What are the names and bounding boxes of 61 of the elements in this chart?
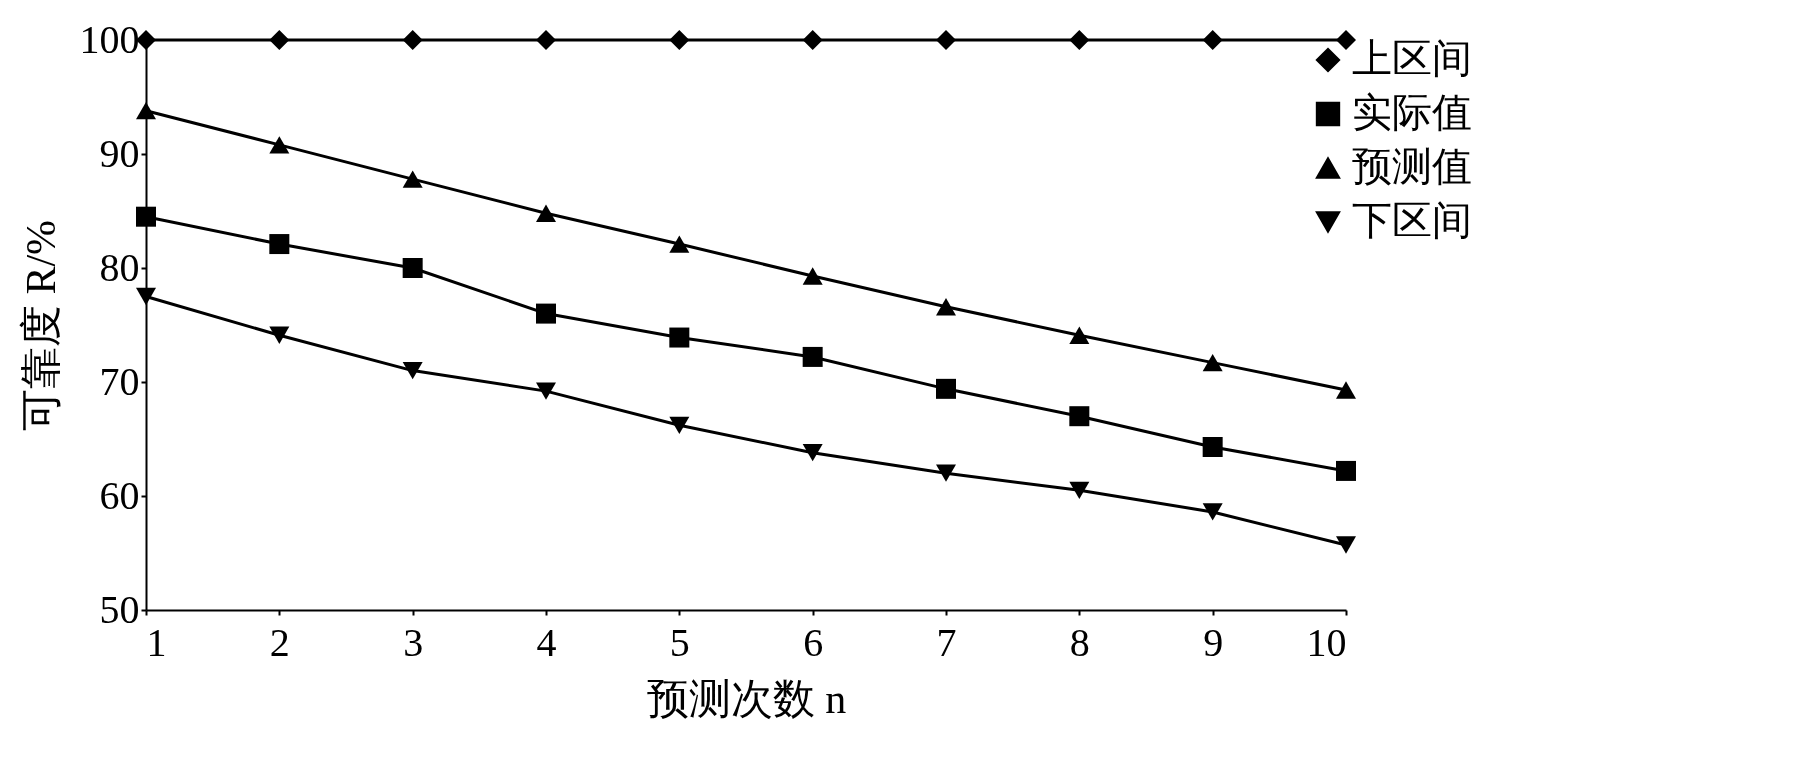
y-tick-label: 100 <box>79 16 140 62</box>
point <box>536 382 556 400</box>
point <box>1069 326 1090 344</box>
point <box>1202 30 1223 50</box>
y-axis-title: 可靠度 R/% <box>17 219 64 432</box>
x-tick-label: 3 <box>403 619 424 665</box>
x-tick-label: 7 <box>936 619 957 665</box>
point <box>802 346 823 367</box>
point <box>936 464 956 482</box>
point <box>936 378 956 399</box>
legend-label: 上区间 <box>1352 36 1472 81</box>
point <box>669 327 690 348</box>
x-tick-label: 1 <box>146 619 167 665</box>
point <box>1069 406 1090 427</box>
point <box>269 136 290 154</box>
y-tick-label: 70 <box>99 358 140 404</box>
point <box>669 235 690 253</box>
point <box>536 204 556 222</box>
x-tick-label: 10 <box>1306 619 1347 665</box>
point <box>402 258 423 278</box>
point <box>802 444 823 462</box>
legend-label: 实际值 <box>1352 90 1472 135</box>
point <box>1202 436 1223 457</box>
point <box>936 30 956 50</box>
legend-label: 预测值 <box>1352 144 1472 189</box>
x-tick-label: 5 <box>669 619 690 665</box>
point <box>269 234 290 255</box>
x-tick-label: 9 <box>1203 619 1224 665</box>
point <box>1202 503 1223 521</box>
x-tick-label: 2 <box>269 619 290 665</box>
point <box>136 287 156 306</box>
point <box>936 298 956 316</box>
point <box>269 326 290 344</box>
point <box>1336 381 1356 399</box>
y-tick-label: 50 <box>99 586 140 632</box>
x-axis-title: 预测次数 n <box>646 675 847 722</box>
x-tick-label: 6 <box>803 619 824 665</box>
point <box>136 102 156 120</box>
point <box>1069 481 1090 499</box>
point <box>802 30 823 50</box>
point <box>1336 536 1356 554</box>
point <box>536 30 556 50</box>
y-tick-label: 60 <box>99 472 140 518</box>
y-tick-label: 90 <box>99 130 140 176</box>
point <box>1336 460 1356 481</box>
x-tick-label: 8 <box>1069 619 1090 665</box>
point <box>536 303 556 324</box>
point <box>1202 353 1223 372</box>
point <box>1069 30 1090 50</box>
point <box>136 30 156 50</box>
x-tick-label: 4 <box>536 619 557 665</box>
point <box>669 416 690 434</box>
point <box>802 267 823 285</box>
point <box>402 361 423 380</box>
point <box>136 206 156 227</box>
point <box>402 170 423 188</box>
point <box>669 30 690 50</box>
legend-label: 下区间 <box>1352 198 1472 243</box>
point <box>269 30 290 50</box>
point <box>402 30 423 50</box>
y-tick-label: 80 <box>99 244 140 290</box>
